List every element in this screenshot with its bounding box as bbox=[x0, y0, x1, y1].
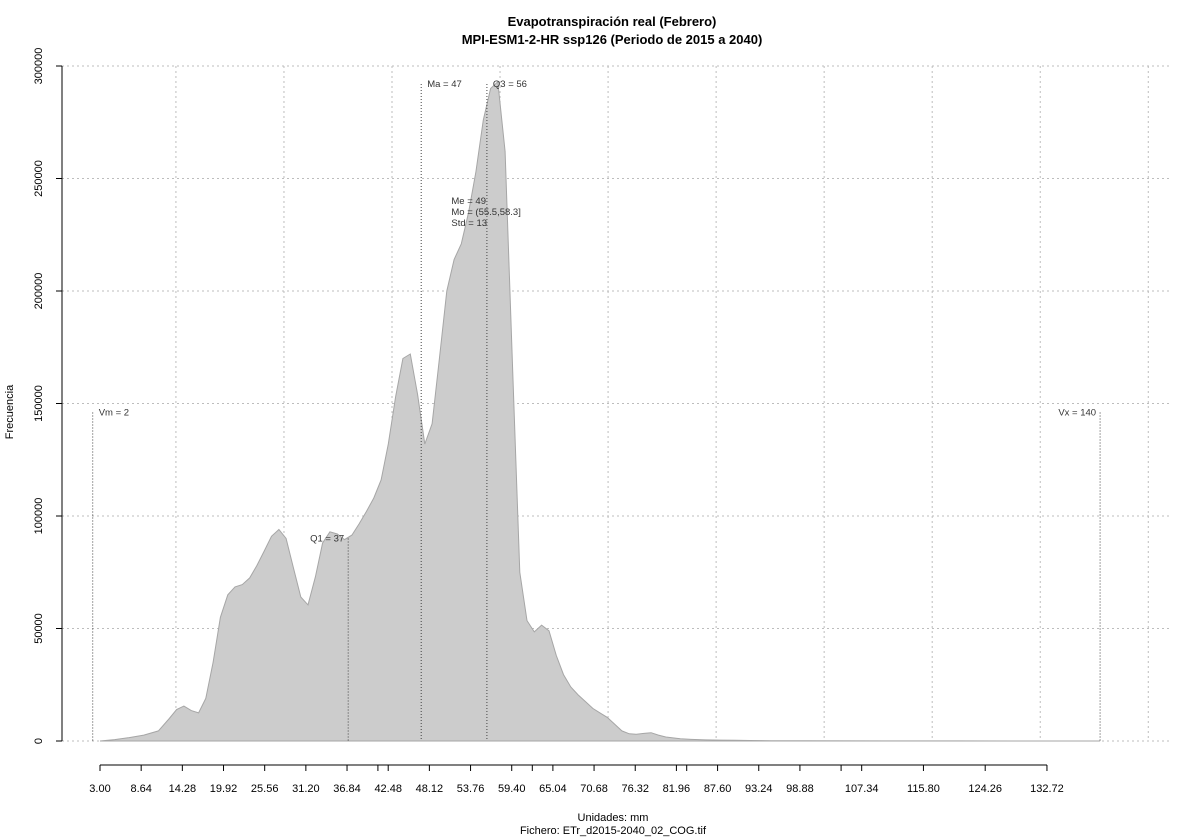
x-tick-label: 93.24 bbox=[745, 783, 773, 795]
x-tick-label: 19.92 bbox=[210, 783, 238, 795]
x-tick-label: 31.20 bbox=[292, 783, 320, 795]
x-tick-label: 76.32 bbox=[621, 783, 649, 795]
x-tick-label: 14.28 bbox=[169, 783, 197, 795]
chart-title: Evapotranspiración real (Febrero) bbox=[508, 14, 717, 29]
stat-median: Me = 49 bbox=[451, 196, 486, 207]
x-tick-label: 81.96 bbox=[663, 783, 691, 795]
frequency-area bbox=[99, 80, 1101, 742]
x-tick-label: 87.60 bbox=[704, 783, 732, 795]
x-tick-label: 124.26 bbox=[968, 783, 1002, 795]
axes: 0 50000 100000 150000 200000 250000 300000 3.00… bbox=[33, 48, 1064, 795]
marker-label-q3: Q3 = 56 bbox=[493, 79, 527, 90]
x-tick-label: 115.80 bbox=[907, 783, 940, 795]
x-axis-label: Unidades: mm bbox=[578, 812, 649, 824]
x-tick-label: 65.04 bbox=[539, 783, 567, 795]
x-tick-label: 98.88 bbox=[786, 783, 814, 795]
x-tick-label: 107.34 bbox=[845, 783, 879, 795]
y-tick-label: 0 bbox=[33, 738, 45, 744]
marker-label-vm: Vm = 2 bbox=[99, 408, 129, 419]
file-label: Fichero: ETr_d2015-2040_02_COG.tif bbox=[520, 825, 707, 837]
x-tick-label: 59.40 bbox=[498, 783, 526, 795]
y-tick-label: 300000 bbox=[33, 48, 45, 85]
stat-mode: Mo = (55.5,58.3] bbox=[451, 207, 520, 218]
y-tick-label: 150000 bbox=[33, 385, 45, 422]
area-layer bbox=[99, 80, 1101, 742]
y-tick-label: 50000 bbox=[33, 613, 45, 644]
stat-std: Std = 13 bbox=[451, 218, 487, 229]
marker-label-q1: Q1 = 37 bbox=[310, 534, 344, 545]
chart-subtitle: MPI-ESM1-2-HR ssp126 (Periodo de 2015 a … bbox=[462, 32, 763, 47]
x-tick-label: 53.76 bbox=[457, 783, 485, 795]
marker-layer: Vm = 2 Q1 = 37 Ma = 47 Q3 = 56 Vx = 140 bbox=[92, 79, 1101, 741]
x-tick-label: 70.68 bbox=[580, 783, 608, 795]
x-tick-label: 3.00 bbox=[89, 783, 110, 795]
marker-label-vx: Vx = 140 bbox=[1058, 408, 1096, 419]
x-tick-label: 8.64 bbox=[130, 783, 151, 795]
y-tick-label: 100000 bbox=[33, 498, 45, 535]
x-tick-label: 48.12 bbox=[416, 783, 444, 795]
x-tick-label: 25.56 bbox=[251, 783, 279, 795]
y-tick-label: 200000 bbox=[33, 273, 45, 310]
stats-annotation: Me = 49 Mo = (55.5,58.3] Std = 13 bbox=[451, 196, 520, 229]
x-tick-label: 42.48 bbox=[374, 783, 402, 795]
marker-label-ma: Ma = 47 bbox=[427, 79, 462, 90]
y-tick-label: 250000 bbox=[33, 160, 45, 197]
x-tick-label: 132.72 bbox=[1030, 783, 1064, 795]
x-tick-label: 36.84 bbox=[333, 783, 361, 795]
y-axis-label: Frecuencia bbox=[4, 384, 16, 439]
